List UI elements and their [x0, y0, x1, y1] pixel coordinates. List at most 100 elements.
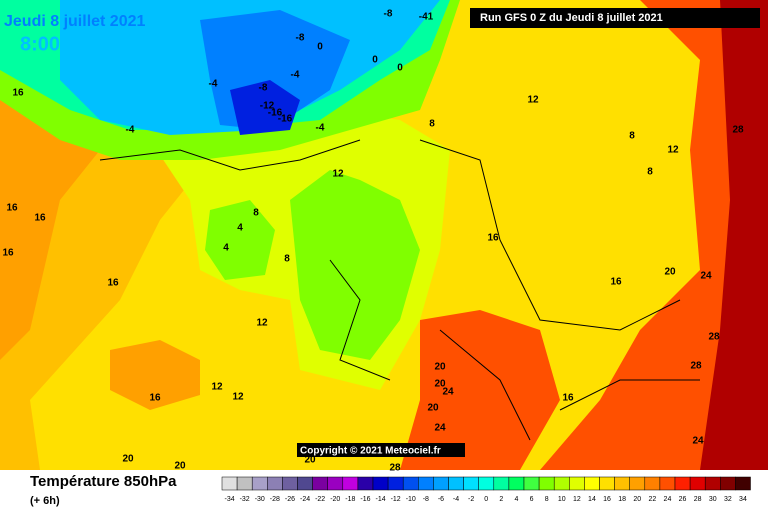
- contour-label: 28: [708, 332, 720, 343]
- contour-label: -8: [384, 9, 393, 20]
- contour-label: 12: [256, 318, 268, 329]
- scale-label: -10: [406, 496, 416, 503]
- footer-step: (+ 6h): [30, 495, 60, 507]
- scale-swatch: [251, 476, 268, 491]
- scale-swatch: [402, 476, 419, 491]
- scale-swatch: [569, 476, 585, 491]
- contour-label: -4: [316, 123, 325, 134]
- scale-label: 16: [603, 496, 611, 503]
- contour-label: 0: [372, 55, 378, 66]
- date-text: Jeudi 8 juillet 2021: [4, 13, 146, 30]
- scale-swatch: [720, 476, 736, 491]
- scale-swatch: [553, 476, 570, 491]
- scale-label: -6: [438, 496, 444, 503]
- coastlines: [99, 139, 700, 441]
- very-hot-east: [700, 0, 768, 470]
- scale-swatch: [418, 476, 434, 491]
- contour-label: 20: [174, 461, 186, 472]
- contour-label: 28: [389, 463, 401, 474]
- scale-swatch: [493, 476, 510, 491]
- green-area-3: [205, 200, 275, 280]
- scale-label: 14: [588, 496, 596, 503]
- scale-swatch: [221, 476, 238, 491]
- green-area-2: [290, 170, 420, 360]
- scale-swatch: [433, 476, 449, 491]
- scale-label: 18: [618, 496, 626, 503]
- scale-label: 30: [709, 496, 717, 503]
- scale-label: 20: [633, 496, 641, 503]
- contour-label: 8: [629, 131, 635, 142]
- contour-label: 12: [332, 169, 344, 180]
- contour-label: 8: [429, 119, 435, 130]
- contour-label: 0: [317, 42, 323, 53]
- scale-swatch: [282, 476, 298, 491]
- scale-swatch: [448, 476, 464, 491]
- scale-label: 34: [739, 496, 747, 503]
- scale-label: 32: [724, 496, 732, 503]
- map: Run GFS 0 Z du Jeudi 8 juillet 2021 Jeud…: [0, 0, 768, 474]
- contour-label: 20: [427, 403, 439, 414]
- scale-label: 4: [514, 496, 518, 503]
- scale-label: -16: [360, 496, 370, 503]
- contour-label: -8: [296, 33, 305, 44]
- scale-swatch: [463, 476, 479, 491]
- scale-label: -28: [270, 496, 280, 503]
- run-text: Run GFS 0 Z du Jeudi 8 juillet 2021: [480, 12, 663, 24]
- hot-east: [540, 0, 768, 470]
- contour-label: 12: [667, 145, 679, 156]
- contour-label: 16: [610, 277, 622, 288]
- scale-swatch: [478, 476, 495, 491]
- scale-swatch: [372, 476, 389, 491]
- scale-label: -24: [300, 496, 310, 503]
- contour-label: 12: [527, 95, 539, 106]
- contour-label: 20: [664, 267, 676, 278]
- scale-label: -4: [453, 496, 459, 503]
- contour-label: 16: [107, 278, 119, 289]
- color-scale: -34 -32 -30 -28 -26 -24 -22 -20 -18 -16 -14 -12 -10-…: [221, 476, 751, 503]
- scale-label: 24: [664, 496, 672, 503]
- scale-swatch: [538, 476, 555, 491]
- cold-core: [230, 80, 300, 135]
- scale-label: -8: [423, 496, 429, 503]
- scale-label: -12: [391, 496, 401, 503]
- scale-label: 26: [679, 496, 687, 503]
- contour-labels: -41 -8 -8 -4 -8 -12-16-16 -4 -4 -4 0 0 0 8 8 8 12 12 12 16…: [2, 9, 744, 474]
- scale-swatch: [704, 476, 721, 491]
- scale-swatch: [659, 476, 676, 491]
- scale-swatch: [297, 476, 313, 491]
- scale-label: 2: [499, 496, 503, 503]
- contour-label: -41: [419, 12, 434, 23]
- contour-label: 20: [434, 362, 446, 373]
- contour-label: 8: [284, 254, 290, 265]
- scale-label: -26: [285, 496, 295, 503]
- scale-swatch: [342, 476, 359, 491]
- contour-label: -8: [259, 83, 268, 94]
- contour-label: 20: [122, 454, 134, 465]
- footer-title: Température 850hPa: [30, 473, 177, 490]
- contour-label: 16: [149, 393, 161, 404]
- contour-label: -16: [278, 114, 293, 125]
- scale-swatch: [267, 476, 283, 491]
- contour-label: 24: [434, 423, 446, 434]
- scale-swatch: [735, 476, 751, 491]
- scale-label: -34: [224, 496, 234, 503]
- contour-label: 16: [6, 203, 18, 214]
- scale-swatch: [387, 476, 404, 491]
- contour-label: 8: [647, 167, 653, 178]
- scale-label: -14: [375, 496, 385, 503]
- contour-label: 12: [211, 382, 223, 393]
- scale-label: 0: [484, 496, 488, 503]
- contour-label: 20: [304, 455, 316, 466]
- scale-label: -32: [240, 496, 250, 503]
- contour-label: -4: [291, 70, 300, 81]
- contour-label: 28: [732, 125, 744, 136]
- scale-swatch: [312, 476, 328, 491]
- scale-label: 10: [558, 496, 566, 503]
- scale-swatch: [629, 476, 646, 491]
- contour-label: 24: [700, 271, 712, 282]
- contour-label: 20: [434, 379, 446, 390]
- time-text: 8:00 locale: [20, 33, 122, 55]
- scale-label: -22: [315, 496, 325, 503]
- scale-label: -20: [330, 496, 340, 503]
